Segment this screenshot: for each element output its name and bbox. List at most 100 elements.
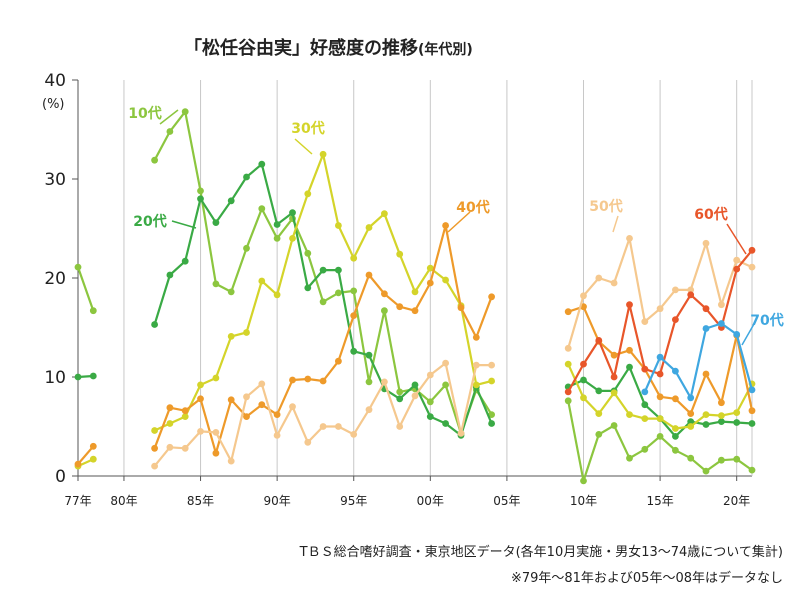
data-point [672,367,679,375]
data-point [227,288,235,296]
data-point [381,307,388,315]
data-point [227,197,235,205]
data-point [442,276,449,284]
data-point [733,409,741,416]
data-point [641,415,649,422]
data-point [151,462,159,470]
series-leader-line [294,138,313,155]
data-point [610,351,618,359]
data-point [656,353,664,361]
data-point [304,438,312,446]
data-point [181,108,189,116]
data-point [166,128,174,135]
series-layer [74,108,756,485]
data-point [227,396,235,404]
data-point [411,288,419,296]
data-point [610,422,618,429]
series-leader-line [171,220,197,229]
axes: 0 10 20 30 40 77年 80年 85年 90年 95年 00年 05年 10年 15年 20年 [44,71,753,508]
series-label: 40代 [456,199,489,216]
data-point [610,389,618,397]
series-leader-line [159,109,179,125]
data-point [748,466,756,474]
data-point [181,407,189,415]
series-10代 [74,108,756,485]
data-point [656,433,664,440]
data-point [687,410,695,417]
data-point [151,444,159,452]
data-point [687,286,695,294]
data-point [197,381,204,389]
data-point [289,235,296,242]
x-tick-label: 15年 [646,494,673,508]
data-point [273,221,281,228]
data-point [319,423,327,430]
data-point [212,429,220,436]
data-point [426,413,434,420]
data-point [564,360,572,368]
data-point [365,224,373,231]
data-point [273,291,281,299]
data-point [718,456,725,464]
data-point [442,222,449,229]
data-point [488,377,495,385]
data-point [488,361,495,369]
data-point [457,304,465,312]
data-point [687,454,695,462]
data-point [564,308,572,316]
data-point [702,239,710,247]
data-point [641,365,649,373]
data-point [641,318,649,325]
series-label: 20代 [133,213,166,230]
data-point [595,431,603,438]
data-point [733,419,741,426]
data-point [304,249,312,257]
y-axis-unit: (%) [42,97,65,112]
data-point [641,388,649,396]
data-point [442,381,449,389]
data-point [197,187,204,195]
data-point [580,376,587,384]
data-point [718,301,725,309]
data-point [166,420,174,427]
series-leader-line [741,323,755,346]
data-point [350,254,358,262]
data-point [442,359,449,367]
y-tick-label: 10 [44,368,66,388]
data-point [472,381,480,389]
y-tick-label: 40 [44,71,66,91]
data-point [212,280,220,288]
data-point [426,398,434,406]
data-point [748,246,756,254]
data-point [74,460,82,468]
data-point [702,325,710,332]
data-point [426,279,434,287]
data-point [335,357,342,365]
data-point [718,399,725,407]
data-point [595,274,603,282]
data-point [227,457,235,465]
series-label: 10代 [128,105,161,122]
data-point [289,209,296,217]
data-point [626,363,633,371]
data-point [243,393,250,401]
data-point [335,423,342,430]
data-point [687,394,695,402]
data-point [488,420,495,427]
data-point [212,219,220,227]
data-point [151,321,159,328]
data-point [595,387,603,395]
data-point [656,393,664,401]
data-point [365,351,373,359]
data-point [258,277,266,285]
data-point [595,337,603,344]
data-point [396,395,404,403]
data-point [365,406,373,414]
data-point [626,454,633,462]
data-point [580,394,587,402]
data-point [457,430,465,437]
data-point [580,360,587,368]
data-point [166,404,174,412]
data-point [748,407,756,415]
data-point [335,289,342,297]
